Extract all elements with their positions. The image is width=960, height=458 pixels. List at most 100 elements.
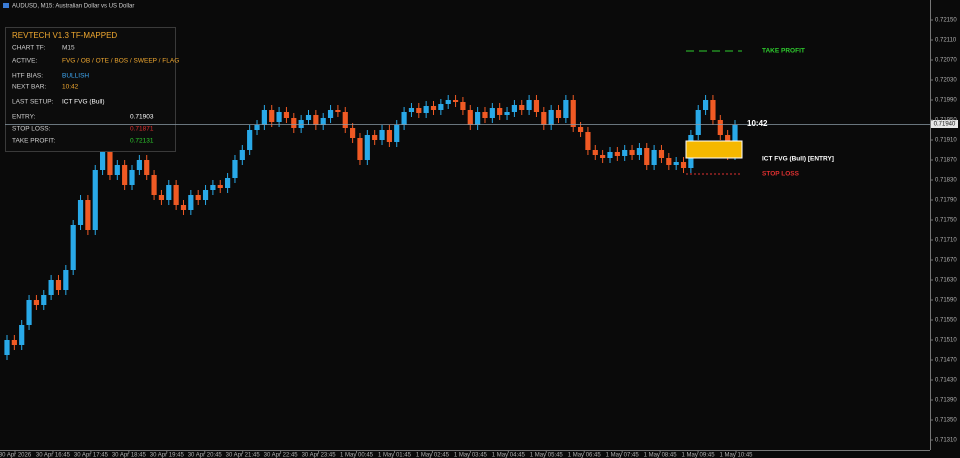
panel-value: 10:42 [62, 84, 79, 91]
y-tick-label: 0.71950 [935, 118, 957, 124]
y-tick-label: 0.71870 [935, 158, 957, 164]
candle-body [570, 100, 576, 127]
y-tick-label: 0.71550 [935, 318, 957, 324]
candle-body [680, 162, 687, 168]
candle-body [107, 150, 113, 175]
panel-value: 0.72131 [130, 138, 154, 145]
candle-body [519, 105, 525, 110]
candle-body [489, 108, 495, 118]
y-tick-label: 0.72030 [935, 78, 957, 84]
panel-label: CHART TF: [12, 45, 46, 52]
candle-body [563, 100, 569, 118]
x-tick-label: 1 May 10:45 [719, 453, 753, 458]
candle-body [151, 175, 157, 195]
candle-body [247, 130, 253, 150]
y-tick-label: 0.71630 [935, 278, 957, 284]
candle-body [600, 155, 606, 158]
candle-body [695, 110, 701, 135]
panel-label: TAKE PROFIT: [12, 138, 55, 145]
candle-body [283, 112, 290, 118]
candle-body [592, 150, 598, 155]
candle-body [335, 110, 341, 112]
candle-body [48, 280, 54, 295]
candle-body [305, 115, 312, 120]
candle-body [313, 115, 319, 125]
candle-body [702, 100, 709, 110]
x-tick-label: 30 Apr 22:45 [264, 453, 299, 458]
candle-body [85, 200, 91, 230]
panel-label: NEXT BAR: [12, 84, 46, 91]
candle-body [548, 110, 554, 125]
y-tick-label: 0.71590 [935, 298, 957, 304]
candle-body [673, 162, 679, 165]
candle-body [585, 132, 591, 150]
x-tick-label: 30 Apr 18:45 [112, 453, 147, 458]
x-tick-label: 1 May 06:45 [568, 453, 602, 458]
candle-body [70, 225, 76, 270]
candle-body [364, 135, 370, 160]
candle-body [92, 170, 98, 230]
candle-body [622, 150, 628, 156]
candle-body [717, 120, 723, 135]
candle-body [408, 108, 415, 112]
candle-body [372, 135, 378, 140]
panel-label: LAST SETUP: [12, 99, 54, 106]
candle-body [55, 280, 62, 290]
candle-body [188, 195, 194, 210]
candle-body [482, 112, 488, 118]
y-tick-label: 0.71390 [935, 398, 957, 404]
candle-body [497, 108, 503, 115]
panel-title: REVTECH V1.3 TF-MAPPED [12, 31, 117, 40]
y-tick-label: 0.71710 [935, 238, 957, 244]
x-tick-label: 1 May 02:45 [416, 453, 450, 458]
candle-body [254, 125, 260, 130]
candle-body [636, 148, 643, 155]
candle-body [327, 110, 334, 118]
candle-body [607, 152, 613, 158]
candle-body [423, 106, 429, 113]
candle-body [467, 110, 473, 125]
candle-body [541, 112, 547, 125]
fvg-zone [685, 140, 743, 159]
candle-body [555, 110, 562, 118]
candle-body [379, 130, 385, 140]
candle-body [504, 112, 510, 115]
candle-body [180, 205, 187, 210]
x-tick-label: 30 Apr 17:45 [74, 453, 109, 458]
candle-body [445, 100, 451, 104]
candle-body [261, 110, 267, 125]
candle-body [239, 150, 245, 160]
candle-body [136, 160, 142, 170]
candle-body [710, 100, 716, 120]
panel-rows: CHART TF: M15 ACTIVE: FVG / OB / OTE / BOS … [12, 45, 179, 145]
panel-label: STOP LOSS: [12, 126, 51, 133]
candle-body [291, 118, 297, 128]
panel-value: 0.71903 [130, 114, 154, 121]
y-tick-label: 0.71910 [935, 138, 957, 144]
candle-body [77, 200, 84, 225]
candle-body [33, 300, 40, 305]
candle-body [144, 160, 150, 175]
candle-body [99, 150, 106, 170]
candle-body [357, 138, 363, 160]
entry-label: ICT FVG (Bull) [ENTRY] [762, 156, 834, 163]
panel-label: ACTIVE: [12, 58, 37, 65]
y-tick-label: 0.72070 [935, 58, 957, 64]
candle-body [19, 325, 25, 345]
candle-body [430, 106, 437, 110]
y-tick-label: 0.71310 [935, 438, 957, 444]
candle-body [173, 185, 179, 205]
candle-body [350, 128, 356, 138]
candle-body [342, 112, 348, 128]
y-tick-label: 0.71470 [935, 358, 957, 364]
y-tick-label: 0.71670 [935, 258, 957, 264]
x-tick-label: 30 Apr 23:45 [302, 453, 337, 458]
candle-body [452, 100, 459, 102]
y-tick-label: 0.71750 [935, 218, 957, 224]
candle-body [210, 185, 216, 190]
x-tick-label: 30 Apr 21:45 [226, 453, 261, 458]
candle-body [666, 158, 672, 165]
candle-body [122, 165, 128, 185]
y-tick-label: 0.71990 [935, 98, 957, 104]
y-tick-label: 0.71510 [935, 338, 957, 344]
